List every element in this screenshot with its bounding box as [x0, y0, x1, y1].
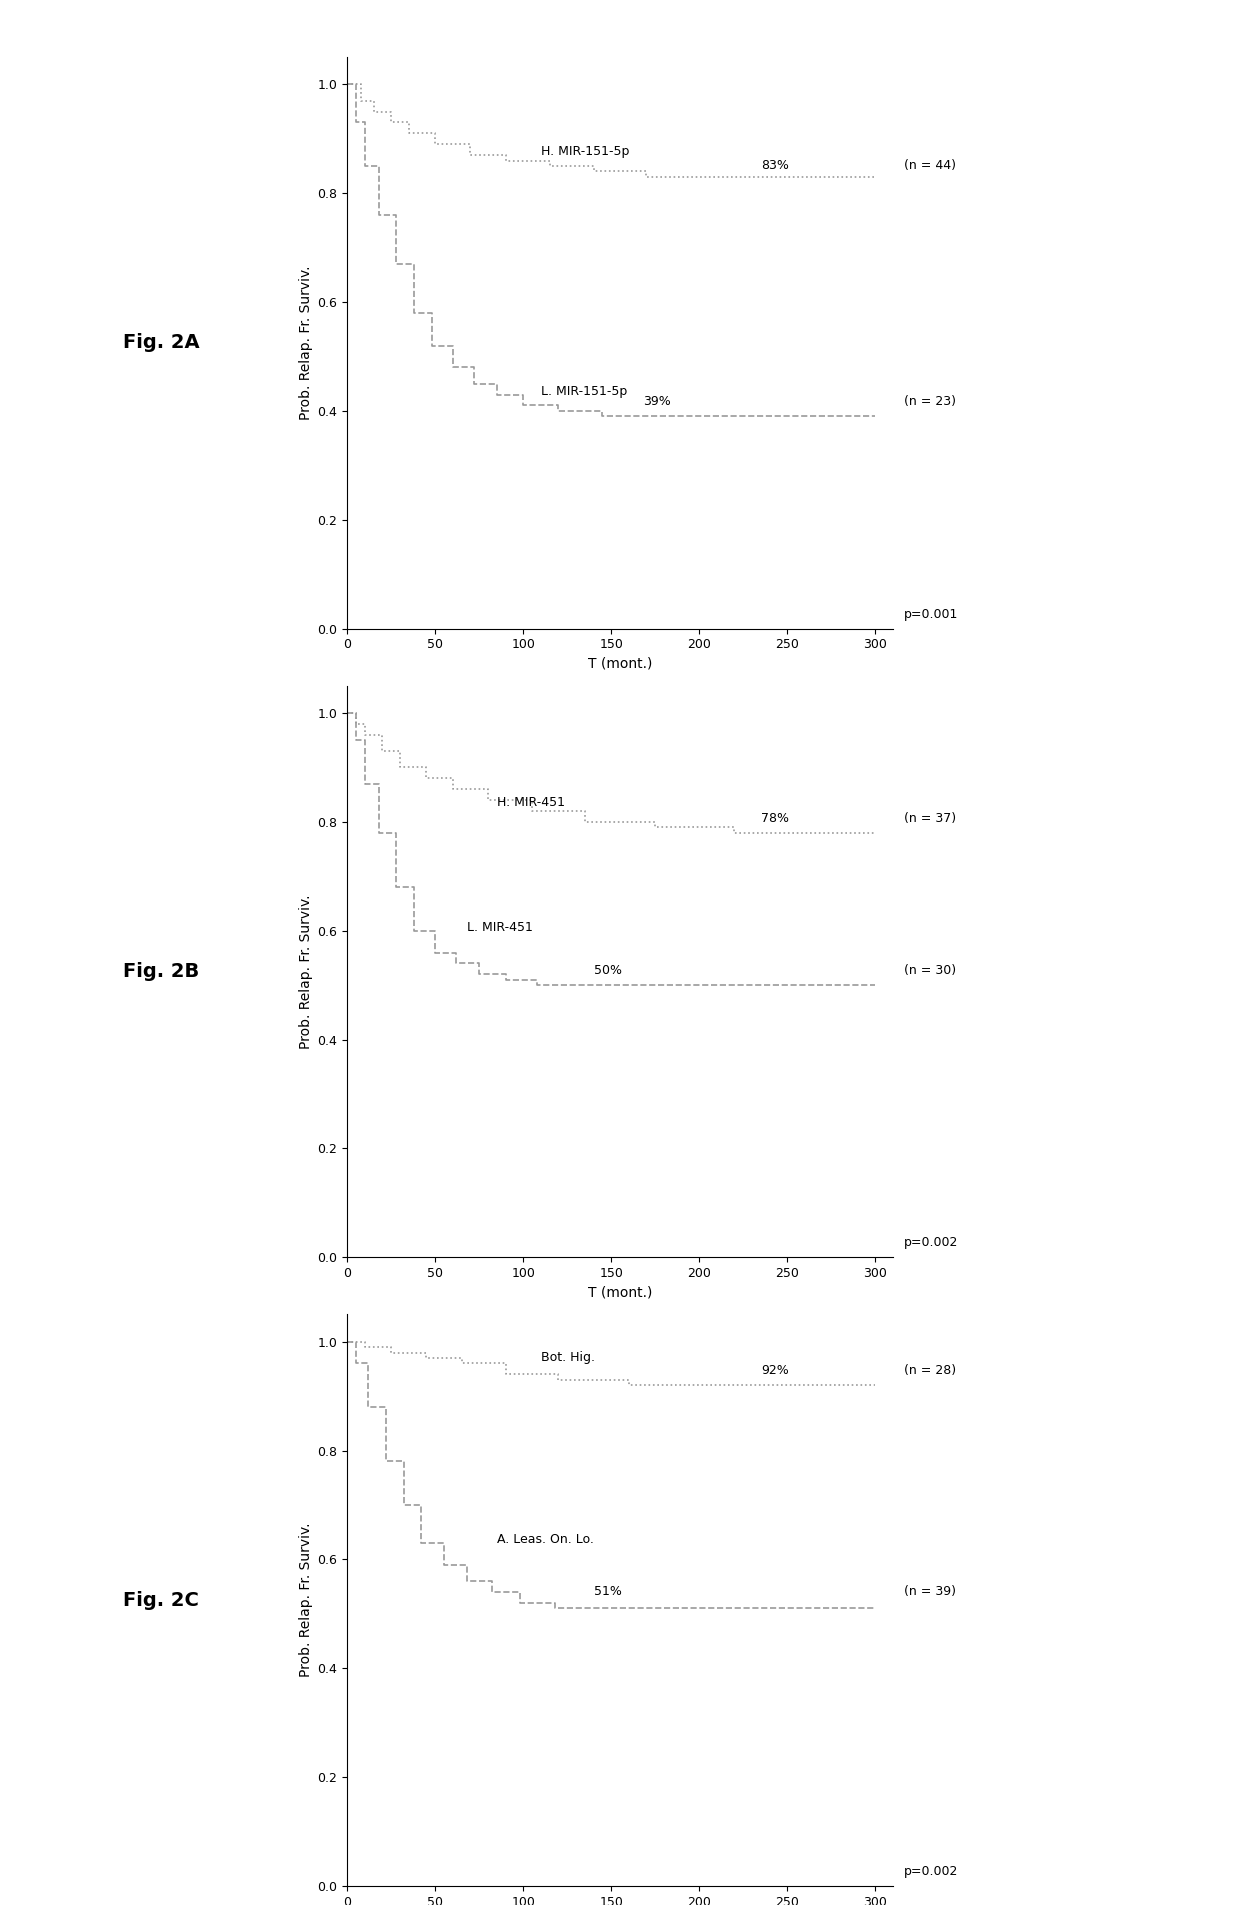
X-axis label: T (mont.): T (mont.): [588, 1286, 652, 1299]
Text: (n = 39): (n = 39): [904, 1585, 956, 1598]
Text: p=0.002: p=0.002: [904, 1236, 959, 1250]
Y-axis label: Prob. Relap. Fr. Surviv.: Prob. Relap. Fr. Surviv.: [299, 893, 314, 1050]
Text: H. MIR-451: H. MIR-451: [497, 796, 564, 808]
Text: Fig. 2A: Fig. 2A: [123, 333, 200, 352]
Text: 92%: 92%: [761, 1364, 789, 1377]
Text: (n = 44): (n = 44): [904, 158, 956, 171]
Text: Bot. Hig.: Bot. Hig.: [541, 1351, 595, 1364]
Text: 78%: 78%: [761, 812, 789, 825]
Text: L. MIR-451: L. MIR-451: [467, 920, 533, 933]
Text: A. Leas. On. Lo.: A. Leas. On. Lo.: [497, 1534, 594, 1547]
Text: 51%: 51%: [594, 1585, 621, 1598]
Y-axis label: Prob. Relap. Fr. Surviv.: Prob. Relap. Fr. Surviv.: [299, 265, 314, 421]
Text: p=0.002: p=0.002: [904, 1865, 959, 1878]
Text: (n = 37): (n = 37): [904, 812, 956, 825]
Text: (n = 30): (n = 30): [904, 964, 956, 977]
Text: 83%: 83%: [761, 158, 789, 171]
X-axis label: T (mont.): T (mont.): [588, 657, 652, 671]
Text: Fig. 2B: Fig. 2B: [123, 962, 200, 981]
Text: L. MIR-151-5p: L. MIR-151-5p: [541, 385, 627, 398]
Text: p=0.001: p=0.001: [904, 608, 959, 621]
Text: H. MIR-151-5p: H. MIR-151-5p: [541, 145, 629, 158]
Text: (n = 28): (n = 28): [904, 1364, 956, 1377]
Text: Fig. 2C: Fig. 2C: [123, 1591, 200, 1610]
Text: 50%: 50%: [594, 964, 621, 977]
Text: 39%: 39%: [642, 396, 671, 408]
Y-axis label: Prob. Relap. Fr. Surviv.: Prob. Relap. Fr. Surviv.: [299, 1522, 314, 1678]
Text: (n = 23): (n = 23): [904, 396, 956, 408]
